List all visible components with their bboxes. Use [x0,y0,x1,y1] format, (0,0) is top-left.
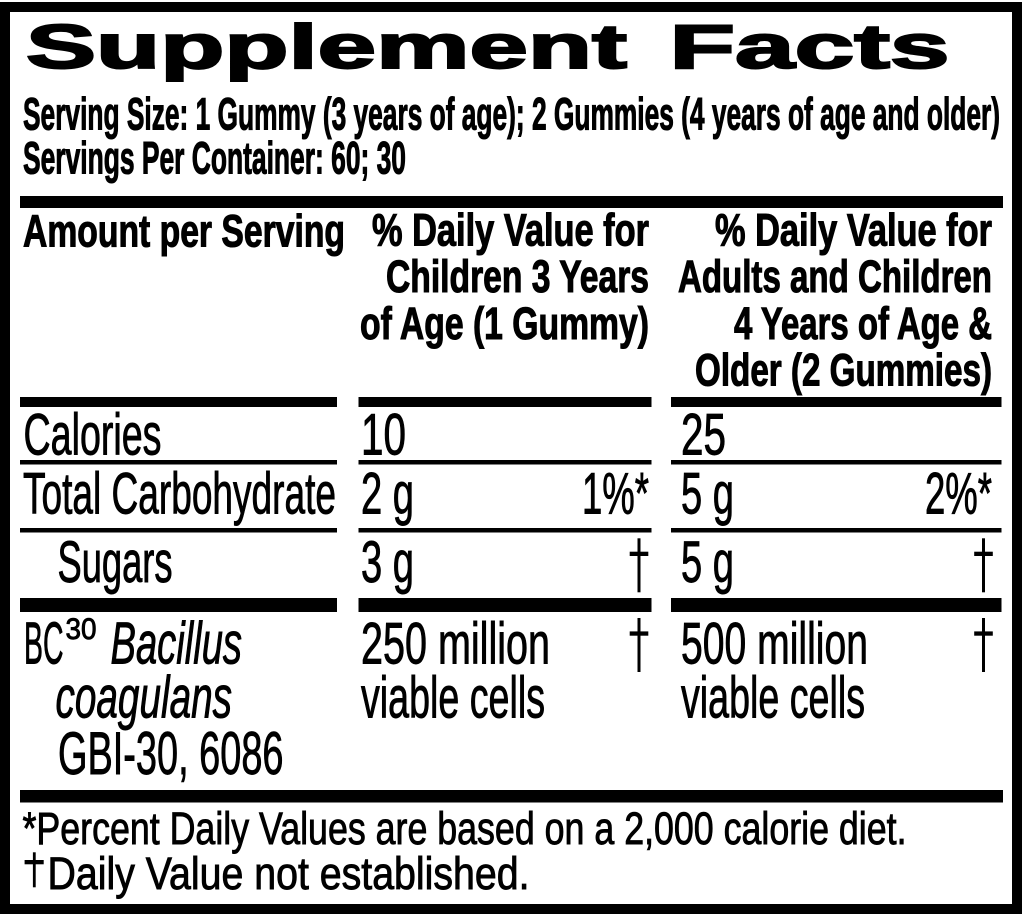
svg-text:viable cells: viable cells [681,666,865,731]
svg-text:10: 10 [361,403,406,468]
svg-text:% Daily Value for: % Daily Value for [372,205,649,256]
svg-text:coagulans: coagulans [56,665,233,731]
svg-text:% Daily Value for: % Daily Value for [715,205,992,256]
svg-text:2%*: 2%* [925,462,992,527]
svg-text:Supplement: Supplement [26,13,627,82]
svg-text:*Percent Daily Values are base: *Percent Daily Values are based on a 2,0… [23,803,907,854]
svg-text:BC: BC [24,611,64,677]
svg-text:Children 3 Years: Children 3 Years [386,251,649,302]
svg-text:viable cells: viable cells [361,666,545,731]
svg-text:of Age (1 Gummy): of Age (1 Gummy) [360,298,649,349]
svg-text:Bacillus: Bacillus [111,611,243,677]
svg-text:250 million: 250 million [361,612,550,677]
svg-text:GBI-30, 6086: GBI-30, 6086 [58,720,284,787]
svg-text:5 g: 5 g [681,462,734,527]
svg-text:Amount per Serving: Amount per Serving [23,206,345,257]
svg-text:25: 25 [681,403,726,468]
svg-text:Facts: Facts [670,13,950,82]
svg-text:Older (2 Gummies): Older (2 Gummies) [695,345,992,396]
svg-text:500 million: 500 million [681,612,868,677]
svg-text:1%*: 1%* [582,462,649,527]
svg-text:30: 30 [66,613,97,646]
svg-text:Total Carbohydrate: Total Carbohydrate [23,462,336,527]
svg-text:Daily Value not established.: Daily Value not established. [48,848,530,899]
svg-text:Adults and Children: Adults and Children [678,251,992,302]
svg-text:4 Years of Age &: 4 Years of Age & [734,298,992,349]
svg-text:Serving Size: 1 Gummy (3 years: Serving Size: 1 Gummy (3 years of age); … [23,89,1000,140]
svg-text:Servings Per Container: 60; 30: Servings Per Container: 60; 30 [23,133,406,184]
svg-text:Sugars: Sugars [58,530,173,595]
svg-text:Calories: Calories [24,403,162,468]
svg-text:2 g: 2 g [361,462,414,527]
svg-text:3 g: 3 g [361,530,414,595]
svg-text:5 g: 5 g [681,530,734,595]
